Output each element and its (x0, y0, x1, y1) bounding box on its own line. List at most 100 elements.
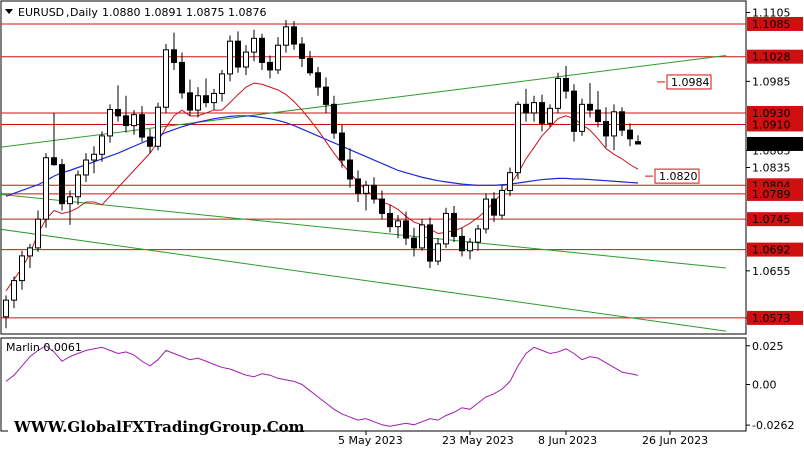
candle-10 (83, 153, 89, 182)
channel-lower-line (0, 228, 727, 332)
candle-55 (443, 207, 449, 248)
candle-18 (147, 129, 153, 154)
candle-body-down (627, 129, 633, 140)
candle-29 (235, 31, 241, 73)
candle-56 (451, 205, 457, 243)
level-price-box-7 (747, 242, 803, 257)
candle-body-up (243, 51, 249, 68)
candle-17 (139, 106, 145, 142)
candle-body-down (379, 198, 385, 214)
candle-5 (43, 153, 49, 228)
candle-body-up (363, 184, 369, 194)
annotation-label-0: 1.0984 (671, 76, 710, 89)
candle-35 (283, 19, 289, 53)
candle-54 (435, 238, 441, 266)
candle-body-down (587, 103, 593, 111)
candle-body-up (75, 174, 81, 198)
candle-body-up (419, 224, 425, 249)
oscillator: 0.025 0.00 -0.0262 (5, 340, 794, 432)
candle-75 (603, 107, 609, 148)
candle-65 (523, 88, 529, 122)
candle-70 (563, 65, 569, 99)
candle-69 (555, 72, 561, 113)
candle-77 (619, 107, 625, 136)
candle-body-down (539, 102, 545, 124)
candle-body-down (603, 121, 609, 137)
price-tick-label-4: 1.0655 (752, 265, 791, 278)
candle-body-up (3, 299, 9, 318)
level-price-label-2: 1.0930 (752, 107, 791, 120)
level-price-label-7: 1.0692 (752, 244, 791, 257)
candle-27 (219, 69, 225, 102)
candle-15 (123, 95, 129, 133)
marlin-line (5, 345, 639, 427)
candle-body-down (619, 111, 625, 131)
level-price-box-0 (747, 16, 803, 31)
candle-body-down (259, 37, 265, 63)
candle-72 (579, 98, 585, 136)
candle-41 (331, 95, 337, 139)
annotation-box-1 (654, 168, 700, 184)
candle-body-down (331, 103, 337, 134)
candle-0 (3, 295, 9, 329)
candle-31 (251, 29, 257, 62)
candle-1 (11, 276, 17, 309)
candle-11 (91, 146, 97, 174)
candle-body-up (163, 49, 169, 108)
level-price-label-8: 1.0573 (752, 312, 791, 325)
ma-blue-line (5, 115, 639, 197)
candle-body-up (35, 218, 41, 249)
candle-2 (19, 250, 25, 290)
candle-body-down (51, 157, 57, 166)
candle-body-up (155, 106, 161, 147)
chart-ohlc: 1.0880 1.0891 1.0875 1.0876 (102, 6, 266, 19)
watermark-box (8, 411, 264, 441)
candle-body-up (547, 107, 553, 124)
candle-42 (339, 124, 345, 168)
candle-body-down (291, 26, 297, 45)
candle-body-down (307, 57, 313, 74)
candle-body-up (475, 228, 481, 243)
candle-20 (163, 44, 169, 113)
candle-body-up (251, 37, 257, 53)
level-price-box-5 (747, 186, 803, 201)
candlesticks (3, 19, 641, 329)
time-axis: 5 May 2023 23 May 2023 8 Jun 2023 26 Jun 20… (338, 431, 708, 447)
candle-body-up (219, 73, 225, 94)
candle-78 (627, 123, 633, 147)
candle-body-up (11, 280, 17, 301)
candle-body-up (467, 241, 473, 252)
candle-51 (411, 227, 417, 257)
candle-body-down (635, 141, 641, 145)
candle-body-down (203, 95, 209, 104)
candle-73 (587, 83, 593, 118)
level-price-label-0: 1.1085 (752, 18, 791, 31)
candle-body-up (579, 103, 585, 132)
candle-body-up (99, 135, 105, 155)
level-price-box-6 (747, 212, 803, 227)
level-price-label-5: 1.0789 (752, 188, 791, 201)
candle-26 (211, 88, 217, 111)
candle-36 (291, 21, 297, 50)
candle-63 (507, 167, 513, 197)
annotation-box-0 (666, 74, 712, 90)
candle-body-up (435, 243, 441, 262)
candle-37 (299, 37, 305, 68)
dropdown-arrow-icon[interactable] (5, 9, 13, 14)
candle-body-up (83, 159, 89, 176)
candle-68 (547, 104, 553, 128)
time-tick-label-0: 5 May 2023 (338, 434, 403, 447)
candle-body-up (91, 153, 97, 161)
candle-body-down (139, 114, 145, 138)
candle-body-down (179, 61, 185, 94)
candle-6 (51, 112, 57, 166)
candle-body-down (491, 198, 497, 216)
candle-52 (419, 219, 425, 251)
ma-red-line (5, 82, 639, 292)
candle-body-up (611, 111, 617, 137)
candle-body-up (507, 172, 513, 191)
current-price-label: 1.0876 (752, 138, 791, 151)
candle-body-up (107, 109, 113, 137)
price-tick-label-0: 1.1105 (752, 6, 791, 19)
